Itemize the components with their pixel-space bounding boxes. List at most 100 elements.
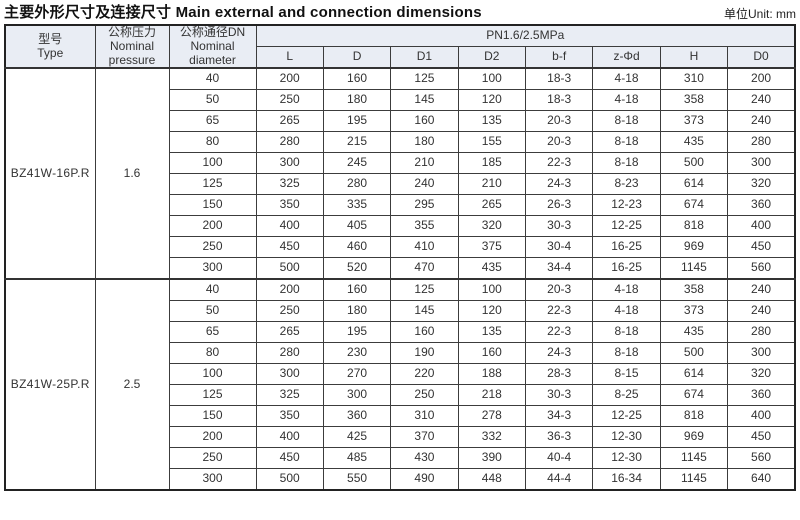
table-row: 250 450 485 430 390 40-4 12-30 1145 560 xyxy=(5,447,796,470)
dim-cell: 160 xyxy=(322,278,392,302)
dim-cell: 373 xyxy=(659,300,729,323)
dim-cell: 320 xyxy=(457,215,527,238)
dim-cell: 450 xyxy=(255,447,324,470)
dim-cell: 355 xyxy=(390,215,459,238)
dn-cell: 200 xyxy=(168,215,257,238)
dn-cell: 300 xyxy=(168,468,257,491)
table-row: 200 400 425 370 332 36-3 12-30 969 450 xyxy=(5,426,796,449)
pressure-cell: 1.6 xyxy=(94,67,170,280)
dim-cell: 969 xyxy=(659,426,729,449)
dim-cell: 300 xyxy=(727,152,796,175)
dim-cell: 240 xyxy=(390,173,459,196)
dim-cell: 4-18 xyxy=(592,300,661,323)
title-row: 主要外形尺寸及连接尺寸 Main external and connection… xyxy=(4,2,796,22)
dim-cell: 310 xyxy=(659,67,729,91)
dim-cell: 8-18 xyxy=(592,321,661,344)
dim-cell: 8-25 xyxy=(592,384,661,407)
dim-cell: 300 xyxy=(322,384,392,407)
table-body: BZ41W-16P.R 1.6 40 200 160 125 100 18-3 4-18 310 2… xyxy=(4,67,796,491)
dim-cell: 155 xyxy=(457,131,527,154)
table-row: 100 300 245 210 185 22-3 8-18 500 300 xyxy=(5,152,796,175)
dim-cell: 265 xyxy=(255,110,324,133)
dim-cell: 180 xyxy=(322,300,392,323)
dim-cell: 16-25 xyxy=(592,236,661,259)
dim-cell: 375 xyxy=(457,236,527,259)
pressure-cell: 2.5 xyxy=(94,278,170,491)
dim-cell: 320 xyxy=(727,173,796,196)
dim-cell: 8-18 xyxy=(592,110,661,133)
column-header-l: L xyxy=(255,45,324,69)
catalog-page: 主要外形尺寸及连接尺寸 Main external and connection… xyxy=(4,0,796,492)
dim-cell: 969 xyxy=(659,236,729,259)
dim-cell: 218 xyxy=(457,384,527,407)
dim-cell: 278 xyxy=(457,405,527,428)
dim-cell: 30-3 xyxy=(524,215,594,238)
dim-cell: 470 xyxy=(390,257,459,280)
dim-cell: 460 xyxy=(322,236,392,259)
dim-cell: 20-3 xyxy=(524,110,594,133)
dn-cell: 125 xyxy=(168,384,257,407)
dn-cell: 50 xyxy=(168,89,257,112)
dim-cell: 120 xyxy=(457,300,527,323)
dim-cell: 373 xyxy=(659,110,729,133)
column-header-pressure: 公称压力 Nominal pressure xyxy=(94,24,170,69)
table-row: 50 250 180 145 120 22-3 4-18 373 240 xyxy=(5,300,796,323)
dim-cell: 36-3 xyxy=(524,426,594,449)
dim-cell: 240 xyxy=(727,110,796,133)
dim-cell: 145 xyxy=(390,89,459,112)
dim-cell: 135 xyxy=(457,321,527,344)
dim-cell: 16-25 xyxy=(592,257,661,280)
dim-cell: 8-18 xyxy=(592,152,661,175)
column-header-b-f: b-f xyxy=(524,45,594,69)
dim-cell: 674 xyxy=(659,384,729,407)
dn-cell: 65 xyxy=(168,321,257,344)
dim-cell: 410 xyxy=(390,236,459,259)
dim-cell: 500 xyxy=(659,152,729,175)
dim-cell: 215 xyxy=(322,131,392,154)
dn-cell: 250 xyxy=(168,447,257,470)
dim-cell: 250 xyxy=(390,384,459,407)
dim-cell: 135 xyxy=(457,110,527,133)
dim-cell: 300 xyxy=(727,342,796,365)
dim-cell: 30-3 xyxy=(524,384,594,407)
dn-cell: 40 xyxy=(168,67,257,91)
dim-cell: 280 xyxy=(727,321,796,344)
dim-cell: 180 xyxy=(322,89,392,112)
dim-cell: 450 xyxy=(255,236,324,259)
dim-cell: 360 xyxy=(322,405,392,428)
dim-cell: 30-4 xyxy=(524,236,594,259)
dim-cell: 350 xyxy=(255,194,324,217)
table-row: 80 280 215 180 155 20-3 8-18 435 280 xyxy=(5,131,796,154)
dim-cell: 1145 xyxy=(659,257,729,280)
type-cell: BZ41W-25P.R xyxy=(4,278,96,491)
table-row: 125 325 300 250 218 30-3 8-25 674 360 xyxy=(5,384,796,407)
table-row: BZ41W-25P.R 2.5 40 200 160 125 100 20-3 4-18 358 2… xyxy=(4,278,796,491)
dim-cell: 12-25 xyxy=(592,405,661,428)
dim-cell: 1145 xyxy=(659,447,729,470)
dn-cell: 100 xyxy=(168,152,257,175)
table-row: 150 350 335 295 265 26-3 12-23 674 360 xyxy=(5,194,796,217)
column-header-h: H xyxy=(659,45,729,69)
dim-cell: 8-15 xyxy=(592,363,661,386)
column-header-d: D xyxy=(322,45,392,69)
dim-cell: 614 xyxy=(659,363,729,386)
dn-cell: 300 xyxy=(168,257,257,280)
dim-cell: 12-30 xyxy=(592,447,661,470)
dim-cell: 22-3 xyxy=(524,300,594,323)
dim-cell: 125 xyxy=(390,278,459,302)
dim-cell: 390 xyxy=(457,447,527,470)
dim-cell: 400 xyxy=(727,215,796,238)
dim-cell: 34-3 xyxy=(524,405,594,428)
dim-cell: 200 xyxy=(255,67,324,91)
dim-cell: 358 xyxy=(659,278,729,302)
dimension-table: 型号 Type 公称压力 Nominal pressure 公称通径DN Nom… xyxy=(4,24,796,492)
table-row: 100 300 270 220 188 28-3 8-15 614 320 xyxy=(5,363,796,386)
dn-cell: 40 xyxy=(168,278,257,302)
column-header-d0: D0 xyxy=(727,45,796,69)
dim-cell: 8-23 xyxy=(592,173,661,196)
dim-cell: 500 xyxy=(255,257,324,280)
dim-cell: 430 xyxy=(390,447,459,470)
dim-cell: 195 xyxy=(322,321,392,344)
table-row: BZ41W-16P.R 1.6 40 200 160 125 100 18-3 4-18 310 2… xyxy=(4,67,796,280)
table-row: 300 500 520 470 435 34-4 16-25 1145 560 xyxy=(5,257,796,280)
